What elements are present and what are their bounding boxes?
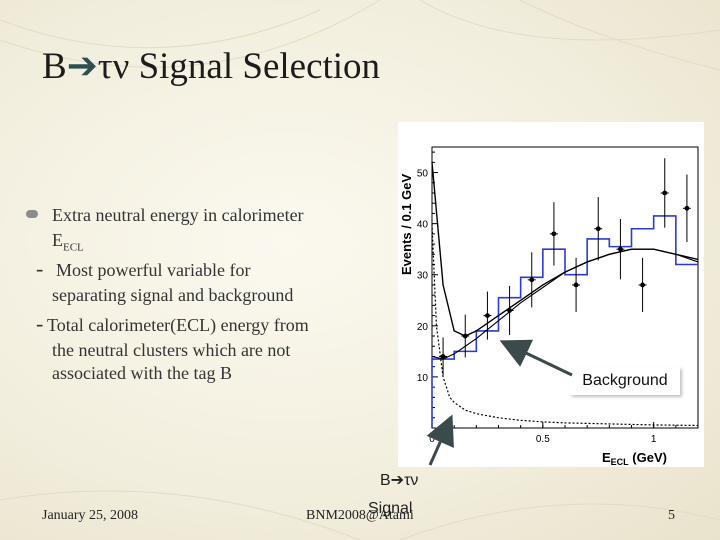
y-tick-label: 20 bbox=[417, 322, 429, 333]
sub-bullet-2-line1: Total calorimeter(ECL) energy from bbox=[47, 315, 309, 335]
signal-label-decay: B➔τν bbox=[380, 472, 419, 489]
right-arrow-icon: ➔ bbox=[390, 472, 405, 489]
fit-curve-3 bbox=[431, 223, 699, 427]
sub-bullet-2-line2: the neutral clusters which are not bbox=[52, 340, 291, 360]
sub-bullet-2-line3: associated with the tag B bbox=[52, 363, 232, 383]
right-arrow-icon: ➔ bbox=[66, 46, 98, 87]
y-tick-label: 50 bbox=[417, 169, 429, 180]
footer-date: January 25, 2008 bbox=[42, 508, 139, 523]
sub-bullet-1-line1: Most powerful variable for bbox=[56, 260, 251, 280]
data-point bbox=[507, 308, 512, 313]
y-axis-label: Events / 0.1 GeV bbox=[399, 174, 414, 275]
fit-curve-2 bbox=[431, 248, 699, 360]
dash-marker: - bbox=[36, 256, 44, 281]
x-tick-label: 0 bbox=[429, 434, 435, 445]
data-point bbox=[485, 313, 490, 318]
footer-page-number: 5 bbox=[668, 508, 675, 523]
data-point bbox=[662, 190, 668, 196]
energy-histogram-chart: 10 20 30 40 50 0 0.5 1 Events / 0.1 GeV EECL (GeV… bbox=[399, 146, 699, 467]
bullet-text-line2: EECL bbox=[52, 230, 84, 254]
x-axis-label: EECL (GeV) bbox=[602, 450, 667, 467]
y-tick-label: 30 bbox=[417, 271, 429, 282]
data-point bbox=[595, 226, 601, 232]
data-point bbox=[640, 282, 645, 288]
sub-bullet-1-line2: separating signal and background bbox=[52, 285, 294, 305]
y-tick-label: 40 bbox=[417, 220, 429, 231]
x-tick-label: 0.5 bbox=[536, 434, 550, 445]
background-label: Background bbox=[570, 367, 680, 395]
slide-title: B➔τν Signal Selection bbox=[42, 46, 381, 87]
data-point bbox=[529, 277, 535, 283]
data-point bbox=[440, 354, 446, 359]
plot-panel: 10 20 30 40 50 0 0.5 1 Events / 0.1 GeV EECL (GeV… bbox=[398, 122, 704, 467]
dash-marker: - bbox=[36, 311, 44, 336]
data-point bbox=[684, 205, 690, 211]
footer-conference: BNM2008@Atami bbox=[306, 508, 414, 523]
x-tick-label: 1 bbox=[651, 434, 657, 445]
bullet-text-line1: Extra neutral energy in calorimeter bbox=[52, 205, 304, 225]
signal-label: Signal bbox=[368, 500, 413, 517]
mc-histogram bbox=[431, 215, 698, 428]
data-point bbox=[551, 231, 557, 237]
bullet-icon bbox=[26, 210, 38, 218]
y-tick-label: 10 bbox=[417, 373, 429, 384]
data-point bbox=[618, 246, 623, 252]
data-point bbox=[573, 282, 579, 288]
data-point bbox=[462, 333, 468, 339]
